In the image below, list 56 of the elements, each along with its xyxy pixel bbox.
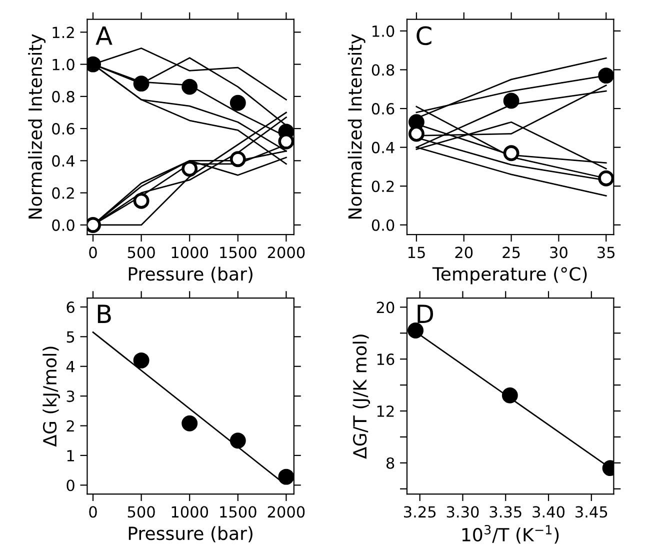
y-tick-label: 1.2 [52, 26, 74, 38]
y-tick-label: 20 [376, 302, 394, 314]
x-tick-label: 1500 [220, 246, 256, 258]
x-tick-label: 35 [598, 246, 614, 258]
y-tick-label: 0.0 [372, 219, 394, 231]
y-tick-label: 0.6 [52, 123, 74, 135]
x-tick-label: 20 [455, 246, 473, 258]
y-axis-title: ΔG/T (J/K mol) [352, 334, 370, 459]
x-tick-label: 3.30 [446, 506, 479, 518]
y-tick-label: 1.0 [372, 25, 394, 37]
y-tick-label: 0.2 [372, 180, 394, 192]
x-tick-label: 3.40 [532, 506, 565, 518]
y-axis-title: Normalized Intensity [28, 34, 46, 219]
y-tick-label: 0.4 [52, 155, 75, 167]
y-tick-label: 1.0 [52, 58, 74, 70]
y-tick-label: 5 [66, 331, 74, 343]
x-tick-label: 0 [89, 506, 97, 518]
x-axis-title: Temperature (°C) [432, 266, 587, 284]
y-tick-label: 0.0 [52, 219, 74, 231]
x-axis-title: Pressure (bar) [128, 266, 252, 283]
x-tick-label: 500 [128, 246, 155, 258]
y-tick-label: 6 [66, 301, 74, 314]
x-tick-label: 25 [502, 246, 520, 258]
x-tick-label: 3.35 [490, 506, 522, 518]
x-axis-title: Pressure (bar) [128, 526, 252, 542]
x-tick-label: 30 [550, 246, 568, 258]
x-tick-label: 1000 [172, 506, 208, 518]
y-tick-label: 0.8 [52, 90, 74, 102]
y-tick-label: 16 [377, 354, 394, 366]
x-tick-label: 15 [408, 246, 425, 258]
x-tick-label: 1000 [172, 246, 208, 258]
y-axis-title: Normalized Intensity [348, 34, 366, 219]
y-tick-label: 3 [66, 390, 74, 402]
y-tick-label: 8 [386, 457, 394, 469]
y-tick-label: 0.8 [372, 64, 394, 76]
x-tick-label: 1500 [220, 506, 256, 518]
y-tick-label: 12 [377, 405, 394, 417]
y-tick-label: 0.6 [372, 103, 394, 115]
annotation: D [418, 304, 434, 323]
annotation: B [98, 304, 111, 323]
y-tick-label: 0.2 [52, 187, 74, 199]
x-tick-label: 2000 [268, 506, 305, 518]
x-tick-label: 3.25 [404, 506, 436, 518]
y-tick-label: 2 [66, 420, 74, 432]
y-tick-label: 4 [66, 361, 75, 372]
y-tick-label: 0 [66, 480, 74, 492]
y-tick-label: 0.4 [372, 142, 394, 154]
x-axis-title: 10$^{3}$/T (K$^{−1}$) [462, 524, 559, 544]
x-tick-label: 3.45 [576, 506, 608, 518]
y-axis-title: ΔG (kJ/mol) [42, 346, 60, 447]
x-tick-label: 500 [128, 506, 155, 518]
y-tick-label: 1 [67, 450, 74, 462]
x-tick-label: 2000 [268, 246, 305, 258]
x-tick-label: 0 [89, 246, 97, 258]
annotation: A [96, 26, 112, 45]
annotation: C [416, 26, 432, 46]
